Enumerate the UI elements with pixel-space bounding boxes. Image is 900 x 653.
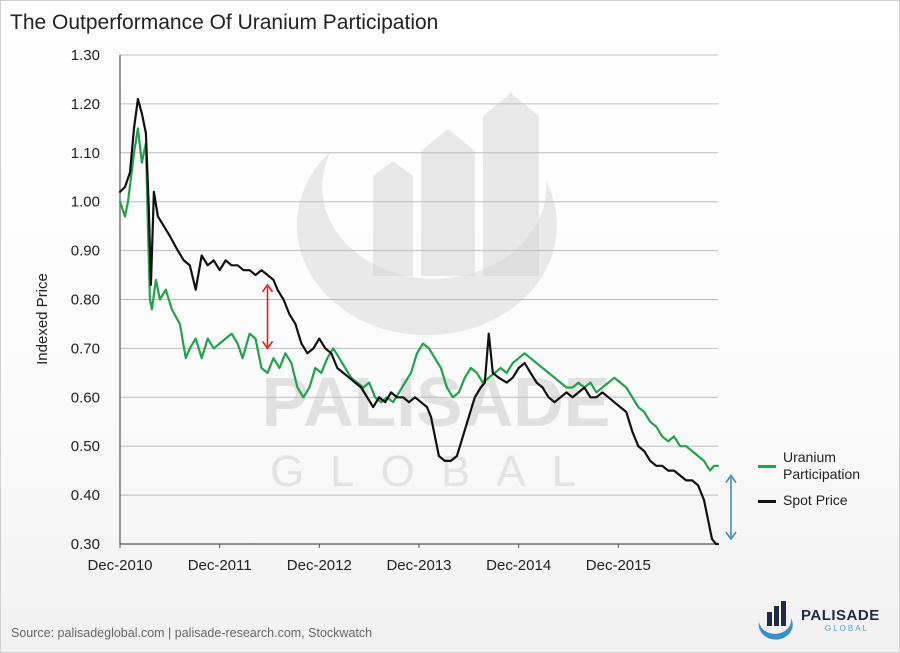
y-axis-tick-labels: 0.30 0.40 0.50 0.60 0.70 0.80 0.90 1.00 1.10 1.20… [71,47,100,553]
y-tick-label: 0.70 [71,340,100,357]
source-note: Source: palisadeglobal.com | palisade-re… [11,626,373,640]
y-tick-label: 0.60 [71,389,100,406]
legend-swatch-spot [758,500,776,503]
x-axis-tick-labels: Dec-2010 Dec-2011 Dec-2012 Dec-2013 Dec-2014… [87,544,651,574]
legend-swatch-uranium [758,465,776,468]
y-tick-label: 0.50 [71,438,100,455]
legend-label-uranium: Uranium Participation [783,449,861,482]
series-line-uranium-participation [118,127,720,472]
x-tick-label: Dec-2013 [386,557,451,574]
y-tick-label: 1.10 [71,145,100,162]
watermark: PALISADE GLOBAL [262,93,610,496]
y-tick-label: 1.20 [71,96,100,113]
logo-icon [758,601,793,640]
watermark-building-2 [421,129,475,276]
logo-name: PALISADE [801,607,880,624]
y-tick-label: 1.00 [71,194,100,211]
y-tick-label: 0.80 [71,292,100,309]
legend-label-spot: Spot Price [783,492,848,508]
annotation-double-arrow [725,474,737,541]
axes [119,55,718,545]
series-lines [118,97,720,546]
y-axis-label: Indexed Price [34,273,51,365]
y-tick-label: 0.90 [71,243,100,260]
watermark-building-1 [373,161,413,276]
y-tick-label: 0.40 [71,487,100,504]
y-tick-label: 1.30 [71,47,100,64]
logo-sub: GLOBAL [825,624,870,633]
x-tick-label: Dec-2010 [87,557,152,574]
x-tick-label: Dec-2012 [287,557,352,574]
watermark-building-3 [483,93,539,276]
series-line-spot-price [118,97,720,546]
watermark-swoosh [296,151,557,336]
palisade-logo: PALISADE GLOBAL [753,598,883,640]
x-tick-label: Dec-2015 [586,557,651,574]
x-tick-label: Dec-2011 [188,557,252,574]
line-chart: PALISADE GLOBAL 0.30 0.40 0.50 0.60 0.70 0.80… [34,47,737,574]
x-tick-label: Dec-2014 [486,557,551,574]
annotation-arrows [261,283,737,541]
annotation-double-arrow [261,283,274,350]
y-tick-label: 0.30 [71,536,100,553]
watermark-word-2: GLOBAL [270,447,602,496]
chart-title: The Outperformance Of Uranium Participat… [10,11,439,34]
